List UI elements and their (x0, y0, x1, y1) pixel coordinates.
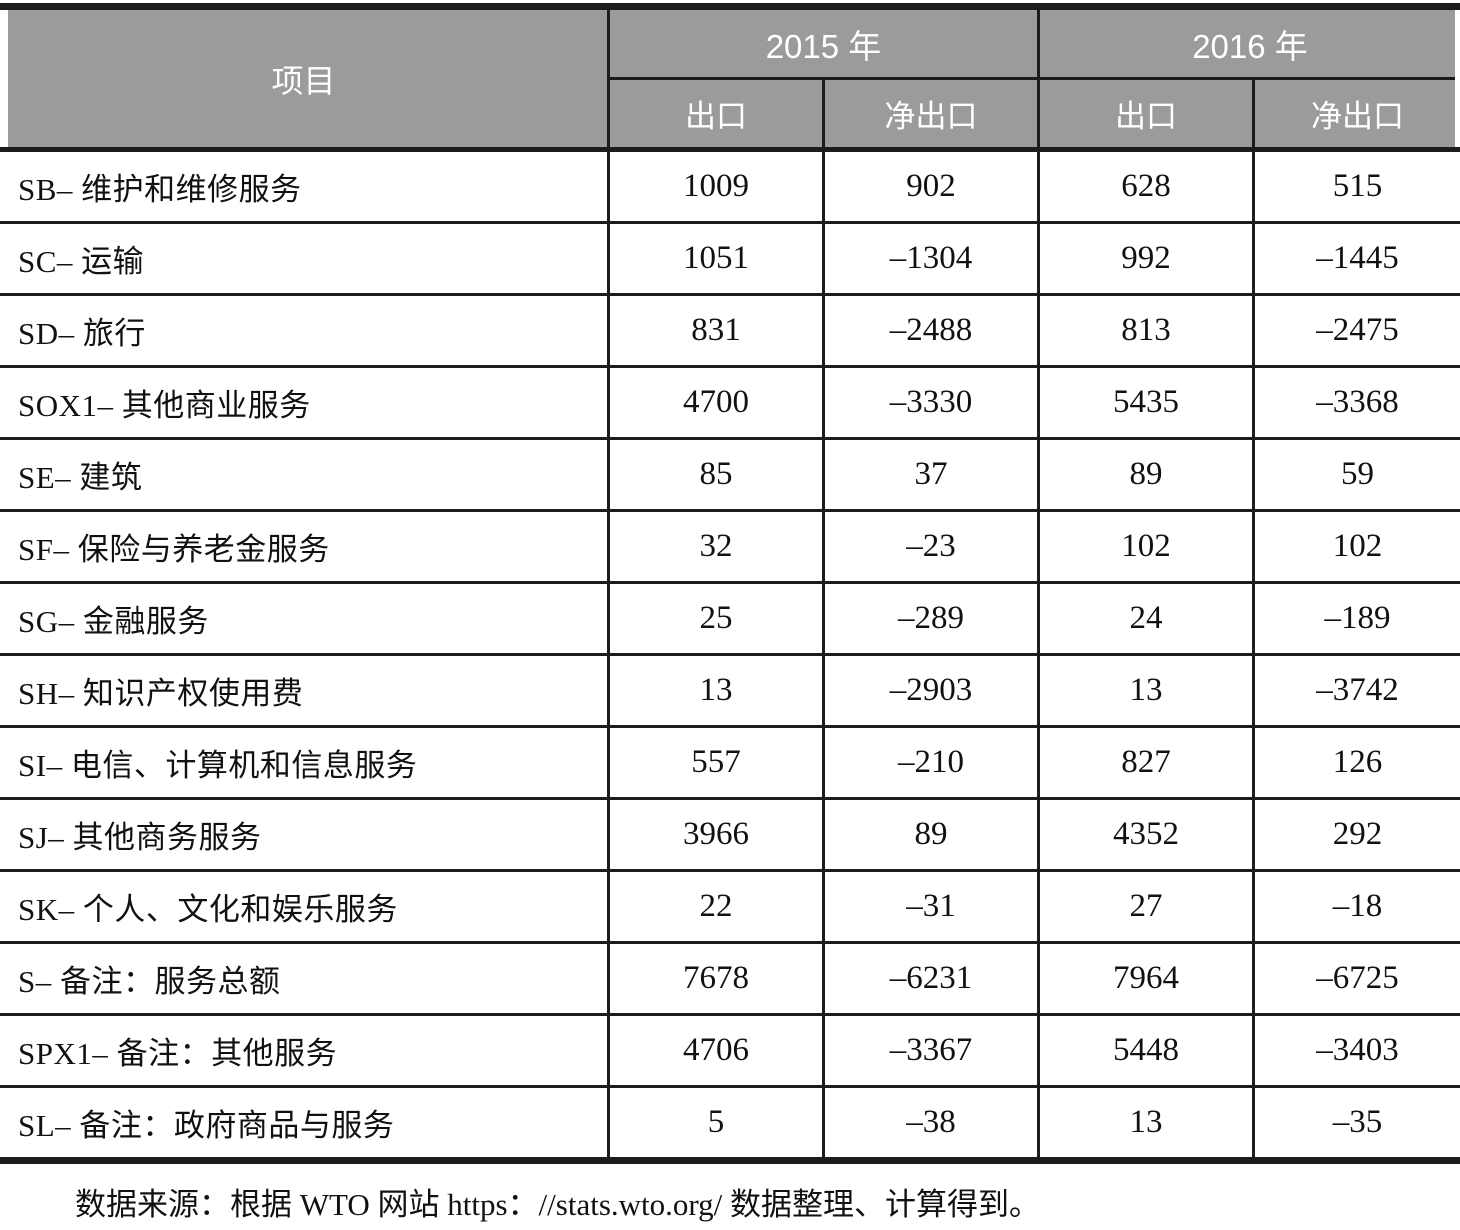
row-label: SI– 电信、计算机和信息服务 (0, 728, 607, 797)
cell-2015-net-export: –3330 (825, 368, 1037, 437)
cell-2016-net-export: –6725 (1255, 944, 1460, 1013)
cell-2016-export: 5448 (1040, 1016, 1252, 1085)
cell-2015-export: 3966 (610, 800, 822, 869)
cell-2015-net-export: –23 (825, 512, 1037, 581)
header-2016-net-export: 净出口 (1255, 80, 1460, 147)
cell-2016-export: 7964 (1040, 944, 1252, 1013)
cell-2016-net-export: 102 (1255, 512, 1460, 581)
row-label: SB– 维护和维修服务 (0, 152, 607, 221)
cell-2015-net-export: –1304 (825, 224, 1037, 293)
cell-2015-export: 831 (610, 296, 822, 365)
cell-2015-net-export: –38 (825, 1088, 1037, 1157)
cell-2015-export: 85 (610, 440, 822, 509)
table-body: SB– 维护和维修服务 1009 902 628 515 SC– 运输 1051… (0, 152, 1460, 1157)
cell-2015-net-export: –31 (825, 872, 1037, 941)
cell-2016-net-export: –3368 (1255, 368, 1460, 437)
header-bottom-rule (0, 147, 1460, 152)
cell-2015-net-export: 89 (825, 800, 1037, 869)
cell-2015-net-export: 902 (825, 152, 1037, 221)
cell-2016-net-export: 59 (1255, 440, 1460, 509)
header-year-2016: 2016 年 (1040, 10, 1460, 77)
table-bottom-rule (0, 1157, 1460, 1164)
cell-2016-export: 89 (1040, 440, 1252, 509)
cell-2015-net-export: –2903 (825, 656, 1037, 725)
header-2015-export: 出口 (610, 80, 822, 147)
cell-2016-net-export: –35 (1255, 1088, 1460, 1157)
row-label: S– 备注：服务总额 (0, 944, 607, 1013)
cell-2016-export: 102 (1040, 512, 1252, 581)
cell-2015-export: 22 (610, 872, 822, 941)
row-label: SF– 保险与养老金服务 (0, 512, 607, 581)
header-year-2015: 2015 年 (610, 10, 1037, 77)
row-label: SK– 个人、文化和娱乐服务 (0, 872, 607, 941)
cell-2016-net-export: 126 (1255, 728, 1460, 797)
row-label: SG– 金融服务 (0, 584, 607, 653)
cell-2016-export: 24 (1040, 584, 1252, 653)
cell-2015-export: 557 (610, 728, 822, 797)
cell-2015-export: 13 (610, 656, 822, 725)
cell-2015-export: 4706 (610, 1016, 822, 1085)
cell-2015-export: 5 (610, 1088, 822, 1157)
cell-2015-export: 7678 (610, 944, 822, 1013)
cell-2015-net-export: –289 (825, 584, 1037, 653)
row-label: SJ– 其他商务服务 (0, 800, 607, 869)
cell-2016-export: 628 (1040, 152, 1252, 221)
cell-2016-net-export: –3403 (1255, 1016, 1460, 1085)
cell-2015-net-export: –6231 (825, 944, 1037, 1013)
cell-2016-net-export: –2475 (1255, 296, 1460, 365)
row-label: SE– 建筑 (0, 440, 607, 509)
cell-2016-net-export: –1445 (1255, 224, 1460, 293)
cell-2016-export: 5435 (1040, 368, 1252, 437)
row-label: SPX1– 备注：其他服务 (0, 1016, 607, 1085)
cell-2015-net-export: –3367 (825, 1016, 1037, 1085)
row-label: SL– 备注：政府商品与服务 (0, 1088, 607, 1157)
cell-2016-net-export: –18 (1255, 872, 1460, 941)
cell-2016-export: 992 (1040, 224, 1252, 293)
table-header: 项目 2015 年 2016 年 出口 净出口 出口 净出口 (0, 10, 1460, 147)
cell-2015-export: 32 (610, 512, 822, 581)
table-top-rule (0, 3, 1460, 10)
cell-2016-export: 827 (1040, 728, 1252, 797)
data-source-note: 数据来源：根据 WTO 网站 https：//stats.wto.org/ 数据… (75, 1187, 1041, 1222)
cell-2016-export: 813 (1040, 296, 1252, 365)
row-label: SOX1– 其他商业服务 (0, 368, 607, 437)
cell-2015-export: 4700 (610, 368, 822, 437)
cell-2015-net-export: –210 (825, 728, 1037, 797)
cell-2016-net-export: 292 (1255, 800, 1460, 869)
row-label: SD– 旅行 (0, 296, 607, 365)
header-item-cell: 项目 (0, 10, 607, 147)
cell-2015-net-export: 37 (825, 440, 1037, 509)
cell-2015-export: 25 (610, 584, 822, 653)
cell-2015-export: 1009 (610, 152, 822, 221)
header-2016-export: 出口 (1040, 80, 1252, 147)
cell-2016-net-export: –3742 (1255, 656, 1460, 725)
cell-2016-export: 13 (1040, 656, 1252, 725)
cell-2015-export: 1051 (610, 224, 822, 293)
row-label: SC– 运输 (0, 224, 607, 293)
cell-2015-net-export: –2488 (825, 296, 1037, 365)
cell-2016-export: 4352 (1040, 800, 1252, 869)
cell-2016-export: 13 (1040, 1088, 1252, 1157)
cell-2016-net-export: 515 (1255, 152, 1460, 221)
cell-2016-net-export: –189 (1255, 584, 1460, 653)
row-label: SH– 知识产权使用费 (0, 656, 607, 725)
cell-2016-export: 27 (1040, 872, 1252, 941)
header-2015-net-export: 净出口 (825, 80, 1037, 147)
